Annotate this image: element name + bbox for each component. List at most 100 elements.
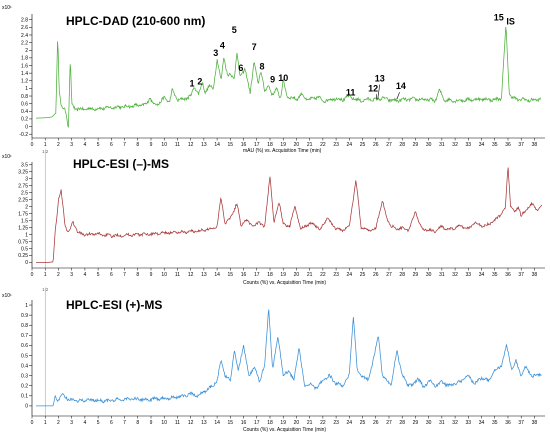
esi-negative-y-tick-label: 2.75 [18,184,28,190]
esi-negative-trace-line [35,167,543,263]
dad-x-tick-label: 17 [254,142,260,148]
dad-y-tick-label: 2.8 [21,18,28,24]
dad-x-tick-label: 2 [57,142,60,148]
esi-negative-x-tick-label: 12 [188,272,194,278]
esi-positive-y-tick-label: 0.5 [21,353,28,359]
esi-negative-x-tick-label: 29 [413,272,419,278]
dad-x-tick-label: 32 [452,142,458,148]
dad-x-tick-label: 16 [241,142,247,148]
peak-label-3: 3 [213,48,218,58]
peak-label-9: 9 [270,75,275,85]
dad-x-tick-label: 23 [333,142,339,148]
dad-x-tick-label: 1 [44,142,47,148]
dad-y-tick-label: -0.2 [19,132,28,138]
esi-positive-x-tick-label: 13 [201,420,207,426]
dad-x-tick-label: 3 [70,142,73,148]
esi-positive-title: HPLC-ESI (+)-MS [66,298,162,312]
esi-negative-x-tick-label: 24 [347,272,353,278]
dad-y-tick-label: 0.8 [21,94,28,100]
esi-negative-y-tick-label: 3.25 [18,170,28,176]
esi-negative-x-tick-label: 7 [123,272,126,278]
esi-positive-time-marker-label: 1|2 [42,287,49,292]
dad-x-tick-label: 14 [214,142,220,148]
esi-positive-x-tick-label: 24 [347,420,353,426]
esi-positive-x-tick-label: 18 [267,420,273,426]
esi-negative-y-tick-label: 0 [25,260,28,266]
esi-negative-y-tick-label: 0.75 [18,239,28,245]
esi-positive-x-tick-label: 30 [426,420,432,426]
esi-negative-x-tick-label: 13 [201,272,207,278]
esi-negative-x-tick-label: 34 [479,272,485,278]
peak-label-2: 2 [197,77,202,87]
esi-positive-x-tick-label: 15 [228,420,234,426]
esi-positive-x-tick-label: 2 [57,420,60,426]
esi-negative-x-tick-label: 23 [333,272,339,278]
esi-negative-x-tick-label: 16 [241,272,247,278]
dad-x-tick-label: 5 [97,142,100,148]
esi-positive-y-tick-label: 0.2 [21,384,28,390]
esi-negative-x-tick-label: 17 [254,272,260,278]
esi-negative-x-tick-label: 37 [518,272,524,278]
esi-positive-x-tick-label: 5 [97,420,100,426]
dad-x-tick-label: 26 [373,142,379,148]
esi-positive-x-tick-label: 7 [123,420,126,426]
dad-x-tick-label: 29 [413,142,419,148]
esi-negative-panel: HPLC-ESI (–)-MS x10¹ Counts (%) vs. Acqu… [2,149,545,286]
esi-positive-x-tick-label: 1 [44,420,47,426]
esi-negative-x-tick-label: 11 [175,272,180,278]
esi-negative-x-axis-label: Counts (%) vs. Acquisition Time (min) [243,280,326,286]
dad-x-tick-label: 4 [83,142,86,148]
dad-y-tick-label: 1.4 [21,71,28,77]
esi-negative-x-tick-label: 6 [110,272,113,278]
peak-label-10: 10 [278,73,288,83]
dad-chromatogram-panel: HPLC-DAD (210-600 nm) x10¹ mAU (%) vs. A… [2,5,545,154]
esi-positive-y-tick-label: 0.7 [21,333,28,339]
dad-x-tick-label: 33 [466,142,472,148]
esi-negative-x-tick-label: 8 [136,272,139,278]
peak-label-1: 1 [189,78,194,88]
esi-negative-x-tick-label: 20 [294,272,300,278]
esi-negative-x-tick-label: 18 [267,272,273,278]
esi-negative-x-tick-label: 10 [161,272,167,278]
peak-label-12: 12 [368,83,378,93]
dad-x-tick-label: 10 [161,142,167,148]
esi-negative-x-tick-label: 22 [320,272,326,278]
esi-positive-x-tick-label: 37 [518,420,524,426]
dad-y-tick-label: 0.6 [21,101,28,107]
dad-y-tick-label: 1 [25,86,28,92]
dad-x-tick-label: 15 [228,142,234,148]
dad-y-tick-label: 1.6 [21,63,28,69]
peak-13-leader [377,84,381,100]
esi-positive-panel: HPLC-ESI (+)-MS x10¹ Counts (%) vs. Acqu… [2,287,545,433]
dad-x-tick-label: 28 [399,142,405,148]
peak-label-4: 4 [220,40,225,50]
dad-x-tick-label: 11 [175,142,180,148]
esi-negative-x-tick-label: 19 [280,272,286,278]
dad-x-tick-label: 20 [294,142,300,148]
esi-negative-y-tick-label: 3.5 [21,163,28,169]
esi-negative-y-tick-label: 0.5 [21,246,28,252]
esi-positive-x-tick-label: 16 [241,420,247,426]
esi-negative-y-tick-label: 1.5 [21,218,28,224]
esi-negative-x-tick-label: 28 [399,272,405,278]
esi-positive-x-tick-label: 32 [452,420,458,426]
dad-panel-title: HPLC-DAD (210-600 nm) [66,14,205,28]
peak-label-15: 15 [494,12,504,22]
esi-negative-y-tick-label: 1 [25,232,28,238]
esi-positive-x-tick-label: 12 [188,420,194,426]
esi-negative-y-tick-label: 2.25 [18,197,28,203]
peak-label-13: 13 [375,74,385,84]
esi-positive-x-tick-label: 21 [307,420,313,426]
esi-positive-x-tick-label: 23 [333,420,339,426]
dad-x-tick-label: 12 [188,142,194,148]
esi-negative-x-tick-label: 25 [360,272,366,278]
esi-positive-x-tick-label: 28 [399,420,405,426]
dad-x-tick-label: 27 [386,142,392,148]
esi-negative-y-tick-label: 2 [25,204,28,210]
esi-positive-y-tick-label: 0.8 [21,323,28,329]
peak-label-6: 6 [238,63,243,73]
esi-negative-title: HPLC-ESI (–)-MS [73,157,169,171]
esi-negative-time-marker-label: 1|2 [42,149,49,154]
peak-label-is: IS [506,16,515,26]
esi-negative-x-tick-label: 14 [214,272,220,278]
